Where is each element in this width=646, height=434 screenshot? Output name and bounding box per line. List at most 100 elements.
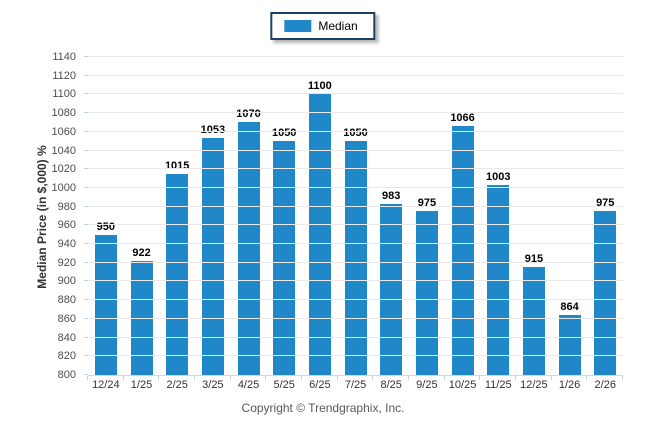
bar-value-label: 1066 <box>450 112 475 125</box>
bar-median-6-25[interactable] <box>308 94 331 375</box>
bar-group-1-25: 922 <box>124 57 160 375</box>
y-axis-tick-label: 800 <box>57 369 76 381</box>
bar-group-8-25: 983 <box>373 57 409 375</box>
y-axis-tick-mark <box>84 205 88 207</box>
legend-label: Median <box>318 19 358 33</box>
gridline <box>88 130 623 132</box>
x-axis-tick-label: 2/26 <box>594 379 616 391</box>
bar-value-label: 1050 <box>343 127 368 140</box>
bar-median-3-25[interactable] <box>201 138 224 375</box>
x-axis-tick-label: 7/25 <box>344 379 367 391</box>
x-axis-tick-mark <box>158 376 160 380</box>
bar-median-9-25[interactable] <box>415 211 438 375</box>
x-axis-tick-labels: 12/24 1/25 2/25 3/25 4/25 5/25 6/25 7/25 8/25 9/2… <box>88 379 623 391</box>
bar-group-12-25: 915 <box>516 57 552 375</box>
gridline <box>88 149 623 151</box>
x-axis-tick-label: 8/25 <box>380 379 402 391</box>
bar-value-label: 950 <box>96 220 116 233</box>
y-axis-tick-mark <box>84 299 88 301</box>
y-axis-tick-label: 820 <box>57 350 76 363</box>
x-axis-tick-label: 1/26 <box>558 379 581 391</box>
x-axis-tick-mark <box>586 376 588 380</box>
x-axis-tick-mark <box>194 376 195 380</box>
x-axis-tick-label: 6/25 <box>309 379 331 391</box>
y-axis-tick-label: 900 <box>57 275 76 288</box>
y-axis-tick-mark <box>84 374 88 375</box>
y-axis-tick-label: 1120 <box>52 69 76 82</box>
bar-median-7-25[interactable] <box>344 141 367 375</box>
x-axis-tick-label: 2/25 <box>166 379 188 391</box>
gridline <box>88 186 623 188</box>
y-axis-tick-label: 1060 <box>51 125 76 138</box>
bar-median-8-25[interactable] <box>380 203 403 375</box>
bar-value-label: 975 <box>417 197 437 210</box>
x-axis-tick-label: 3/25 <box>202 379 224 391</box>
gridline <box>88 168 623 170</box>
bar-median-12-25[interactable] <box>522 267 545 375</box>
legend[interactable]: Median <box>270 12 376 40</box>
bar-group-1-26: 864 <box>552 57 588 375</box>
x-axis-tick-mark <box>372 376 374 380</box>
bar-value-label: 922 <box>132 246 151 259</box>
bar-median-11-25[interactable] <box>487 185 510 375</box>
gridline <box>88 93 623 95</box>
x-axis-tick-mark <box>408 376 409 380</box>
bar-value-label: 1015 <box>164 159 190 172</box>
bar-group-9-25: 975 <box>409 57 445 375</box>
gridline <box>88 243 623 245</box>
gridline <box>88 336 623 338</box>
y-axis-tick-mark <box>84 261 88 263</box>
y-axis-tick-labels: 800 820 840 860 880 900 920 940 960 980 1000 1020 10… <box>0 51 82 381</box>
x-axis-tick-mark <box>622 376 623 380</box>
y-axis-tick-label: 980 <box>57 200 76 213</box>
gridline <box>88 74 623 76</box>
bar-value-label: 1050 <box>271 127 297 140</box>
bar-group-4-25: 1070 <box>231 57 267 375</box>
x-axis-tick-mark <box>515 376 516 380</box>
y-axis-tick-label: 880 <box>57 294 76 307</box>
x-axis-tick-label: 11/25 <box>484 379 512 391</box>
bars-container: 950 922 1015 1053 1070 1050 1100 1050 983 975 1066… <box>88 57 623 375</box>
gridline <box>88 112 623 114</box>
y-axis-tick-label: 1040 <box>51 144 76 157</box>
legend-swatch-median <box>284 20 312 32</box>
y-axis-tick-mark <box>84 280 88 282</box>
x-axis-tick-mark <box>87 376 88 380</box>
y-axis-tick-mark <box>84 224 88 226</box>
gridline <box>88 299 623 301</box>
bar-median-4-25[interactable] <box>237 122 260 375</box>
x-axis-tick-mark <box>229 376 231 380</box>
x-axis-tick-label: 4/25 <box>237 379 260 391</box>
bar-value-label: 983 <box>382 189 401 202</box>
x-axis-tick-mark <box>265 376 267 380</box>
bar-median-12-24[interactable] <box>94 234 117 375</box>
bar-median-2-26[interactable] <box>594 211 617 375</box>
gridline <box>88 317 623 319</box>
x-axis-tick-label: 1/25 <box>130 379 153 391</box>
y-axis-tick-label: 860 <box>57 312 76 325</box>
y-axis-tick-mark <box>84 112 88 114</box>
y-axis-tick-label: 920 <box>57 256 76 269</box>
y-axis-tick-mark <box>84 130 88 132</box>
gridline <box>88 224 623 226</box>
copyright-text: Copyright © Trendgraphix, Inc. <box>241 401 405 415</box>
bar-value-label: 1053 <box>200 124 226 137</box>
x-axis-tick-mark <box>301 376 302 380</box>
y-axis-tick-label: 1100 <box>52 88 76 101</box>
bar-median-5-25[interactable] <box>273 141 296 375</box>
y-axis-tick-label: 840 <box>57 331 76 344</box>
x-axis-tick-label: 9/25 <box>416 379 438 391</box>
x-axis-tick-mark <box>336 376 338 380</box>
y-axis-tick-mark <box>84 186 88 188</box>
y-axis-tick-mark <box>84 149 88 151</box>
bar-median-10-25[interactable] <box>451 126 474 375</box>
x-axis-tick-label: 12/25 <box>520 379 548 391</box>
y-axis-tick-label: 960 <box>57 219 76 232</box>
bar-group-10-25: 1066 <box>445 57 481 375</box>
bar-median-1-26[interactable] <box>558 315 581 375</box>
y-axis-tick-mark <box>84 168 88 170</box>
bar-value-label: 1100 <box>307 80 332 93</box>
x-axis-tick-mark <box>550 376 552 380</box>
bar-median-2-25[interactable] <box>166 173 189 375</box>
